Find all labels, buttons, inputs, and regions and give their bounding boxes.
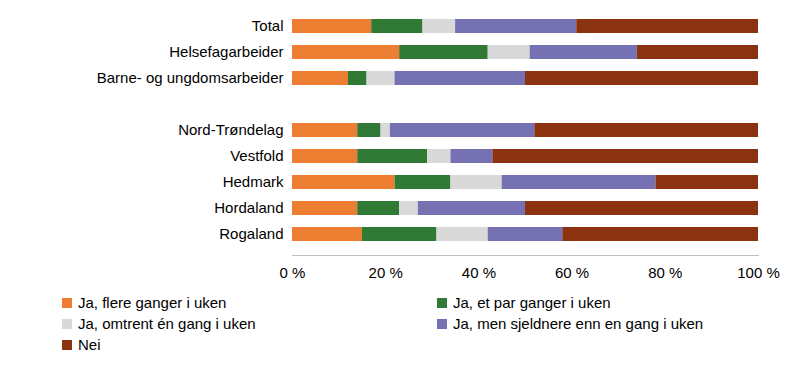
svg-text:Rogaland: Rogaland (219, 225, 283, 242)
svg-text:80 %: 80 % (648, 264, 682, 281)
svg-text:0 %: 0 % (280, 264, 306, 281)
svg-text:100 %: 100 % (737, 264, 780, 281)
svg-text:Hordaland: Hordaland (214, 199, 283, 216)
svg-text:Helsefagarbeider: Helsefagarbeider (169, 43, 283, 60)
svg-text:Total: Total (252, 17, 284, 34)
svg-text:20 %: 20 % (369, 264, 403, 281)
html-text:Ja, men sjeldnere enn en gang: Ja, men sjeldnere enn en gang i uken (453, 315, 704, 332)
html-text:Ja, flere ganger i uken: Ja, flere ganger i uken (78, 294, 227, 311)
html-text:Ja, et par ganger i uken: Ja, et par ganger i uken (453, 294, 611, 311)
html-text:Ja, omtrent én gang i uken: Ja, omtrent én gang i uken (78, 315, 256, 332)
svg-text:60 %: 60 % (555, 264, 589, 281)
svg-text:40 %: 40 % (462, 264, 496, 281)
svg-text:Barne- og ungdomsarbeider: Barne- og ungdomsarbeider (97, 69, 284, 86)
html-text:Nei: Nei (78, 336, 101, 353)
svg-text:Nord-Trøndelag: Nord-Trøndelag (178, 121, 283, 138)
svg-text:Vestfold: Vestfold (230, 147, 283, 164)
svg-text:Hedmark: Hedmark (223, 173, 284, 190)
